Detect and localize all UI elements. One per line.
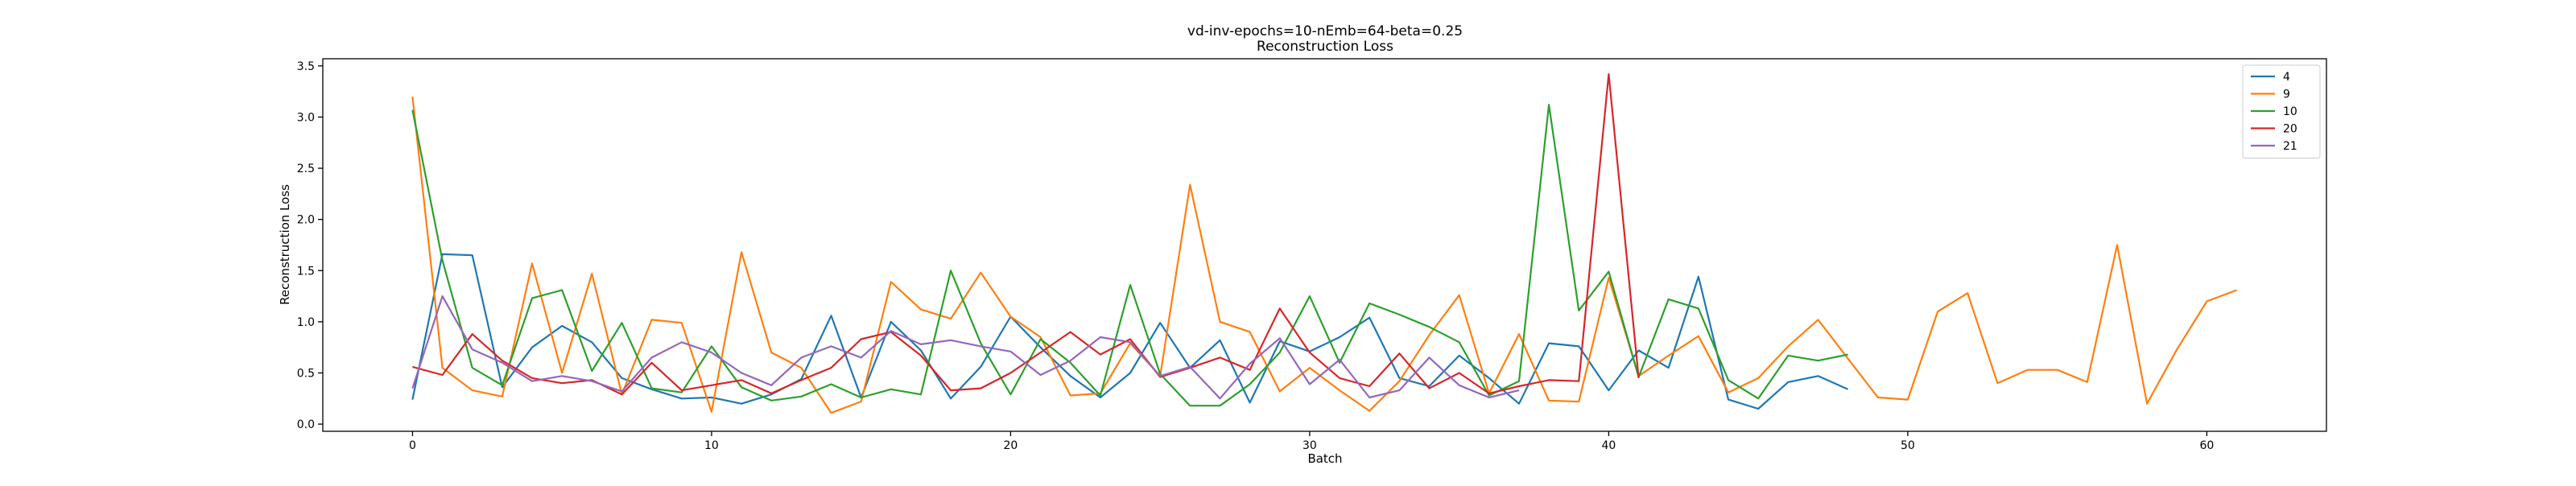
series-line-4 xyxy=(411,253,1849,410)
x-tick-label: 60 xyxy=(2199,439,2214,452)
y-tick-label: 2.5 xyxy=(297,163,315,175)
x-axis-label: Batch xyxy=(1307,451,1342,466)
chart-title: vd-inv-epochs=10-nEmb=64-beta=0.25 xyxy=(1187,23,1463,39)
x-tick-label: 40 xyxy=(1602,439,1616,452)
plot-area: 0 10 20 30 40 50 60 0.0 0.5 1.0 1.5 2.0 2.5 3.0 3.5 xyxy=(297,58,2327,452)
legend-label-21: 21 xyxy=(2283,140,2297,153)
legend-box xyxy=(2242,64,2321,159)
series-line-10 xyxy=(411,104,1848,407)
legend: 4 9 10 20 21 xyxy=(2242,64,2321,159)
chart-subtitle: Reconstruction Loss xyxy=(1257,39,1393,55)
y-tick-label: 1.5 xyxy=(297,265,315,278)
x-tick-label: 20 xyxy=(1004,439,1018,452)
y-tick-label: 1.0 xyxy=(297,316,315,329)
legend-label-9: 9 xyxy=(2283,89,2290,101)
x-tick-label: 0 xyxy=(409,439,416,452)
y-tick-label: 2.0 xyxy=(297,214,315,227)
x-tick-label: 10 xyxy=(704,439,719,452)
y-tick-label: 0.5 xyxy=(297,367,315,380)
y-tick-label: 0.0 xyxy=(297,418,315,431)
legend-label-10: 10 xyxy=(2283,105,2297,118)
legend-label-4: 4 xyxy=(2283,71,2290,84)
x-tick-label: 50 xyxy=(1901,439,1915,452)
y-axis-label: Reconstruction Loss xyxy=(278,184,292,305)
y-tick-label: 3.0 xyxy=(297,112,315,125)
legend-label-20: 20 xyxy=(2283,123,2297,136)
x-tick-label: 30 xyxy=(1302,439,1317,452)
y-tick-label: 3.5 xyxy=(297,60,315,73)
axes-frame xyxy=(322,58,2327,432)
series-line-21 xyxy=(411,295,1520,400)
